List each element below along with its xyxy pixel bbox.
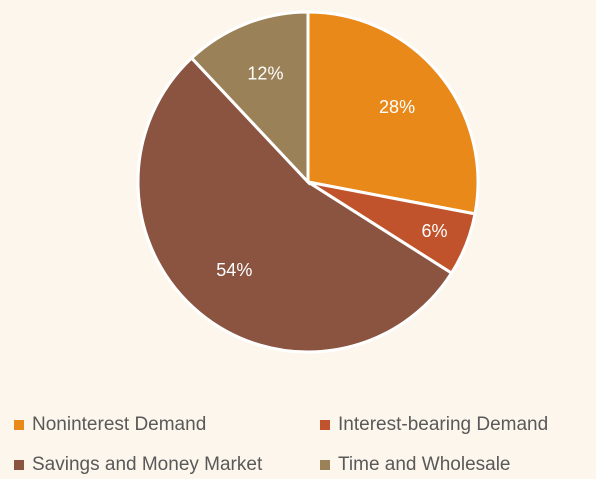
legend-label: Interest-bearing Demand [338,414,548,435]
data-label: 12% [247,63,283,83]
legend-swatch [14,460,24,470]
legend-label: Noninterest Demand [32,414,206,435]
pie-slice [306,10,480,216]
pie-slice [136,55,454,354]
legend-swatch [320,420,330,430]
legend-label: Time and Wholesale [338,454,510,475]
data-label: 28% [379,97,415,117]
data-label: 6% [421,221,447,241]
data-label: 54% [216,260,252,280]
pie-slice [189,10,310,186]
legend-swatch [14,420,24,430]
legend-swatch [320,460,330,470]
legend-label: Savings and Money Market [32,454,263,475]
